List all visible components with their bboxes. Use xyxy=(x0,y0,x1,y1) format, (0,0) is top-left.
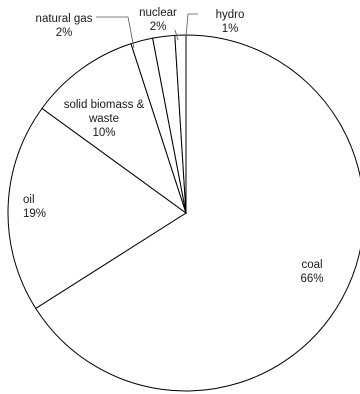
label-value-hydro: 1% xyxy=(222,23,239,35)
leader-line-nuclear xyxy=(174,29,179,41)
pie-slices xyxy=(7,34,360,392)
label-coal: coal 66% xyxy=(300,259,323,285)
slice-labels: coal 66% oil 19% solid biomass & waste 10% natu… xyxy=(23,7,324,285)
label-value-solid-biomass-waste: 10% xyxy=(92,127,115,139)
label-name-natural-gas: natural gas xyxy=(36,13,93,25)
label-value-nuclear: 2% xyxy=(150,21,167,33)
slice-oil xyxy=(7,107,187,310)
label-name-hydro: hydro xyxy=(216,9,245,21)
label-natural-gas: natural gas 2% xyxy=(36,13,93,39)
label-name-nuclear: nuclear xyxy=(139,7,177,19)
label-value-coal: 66% xyxy=(300,273,323,285)
label-value-natural-gas: 2% xyxy=(56,27,73,39)
label-oil: oil 19% xyxy=(23,194,46,220)
label-hydro: hydro 1% xyxy=(216,9,245,35)
label-name-oil: oil xyxy=(23,194,35,206)
label-value-oil: 19% xyxy=(23,208,46,220)
slice-coal xyxy=(35,34,360,392)
label-nuclear: nuclear 2% xyxy=(139,7,177,33)
leader-line-hydro xyxy=(185,13,198,37)
label-solid-biomass-waste: solid biomass & waste 10% xyxy=(64,99,145,139)
label-name-coal: coal xyxy=(301,259,322,271)
leader-line-natural-gas xyxy=(96,16,135,49)
label-name-solid-biomass-waste: waste xyxy=(88,113,119,125)
label-name-solid-biomass-waste: solid biomass & xyxy=(64,99,145,111)
slice-solid-biomass-waste xyxy=(41,43,187,215)
leader-lines xyxy=(96,13,198,49)
